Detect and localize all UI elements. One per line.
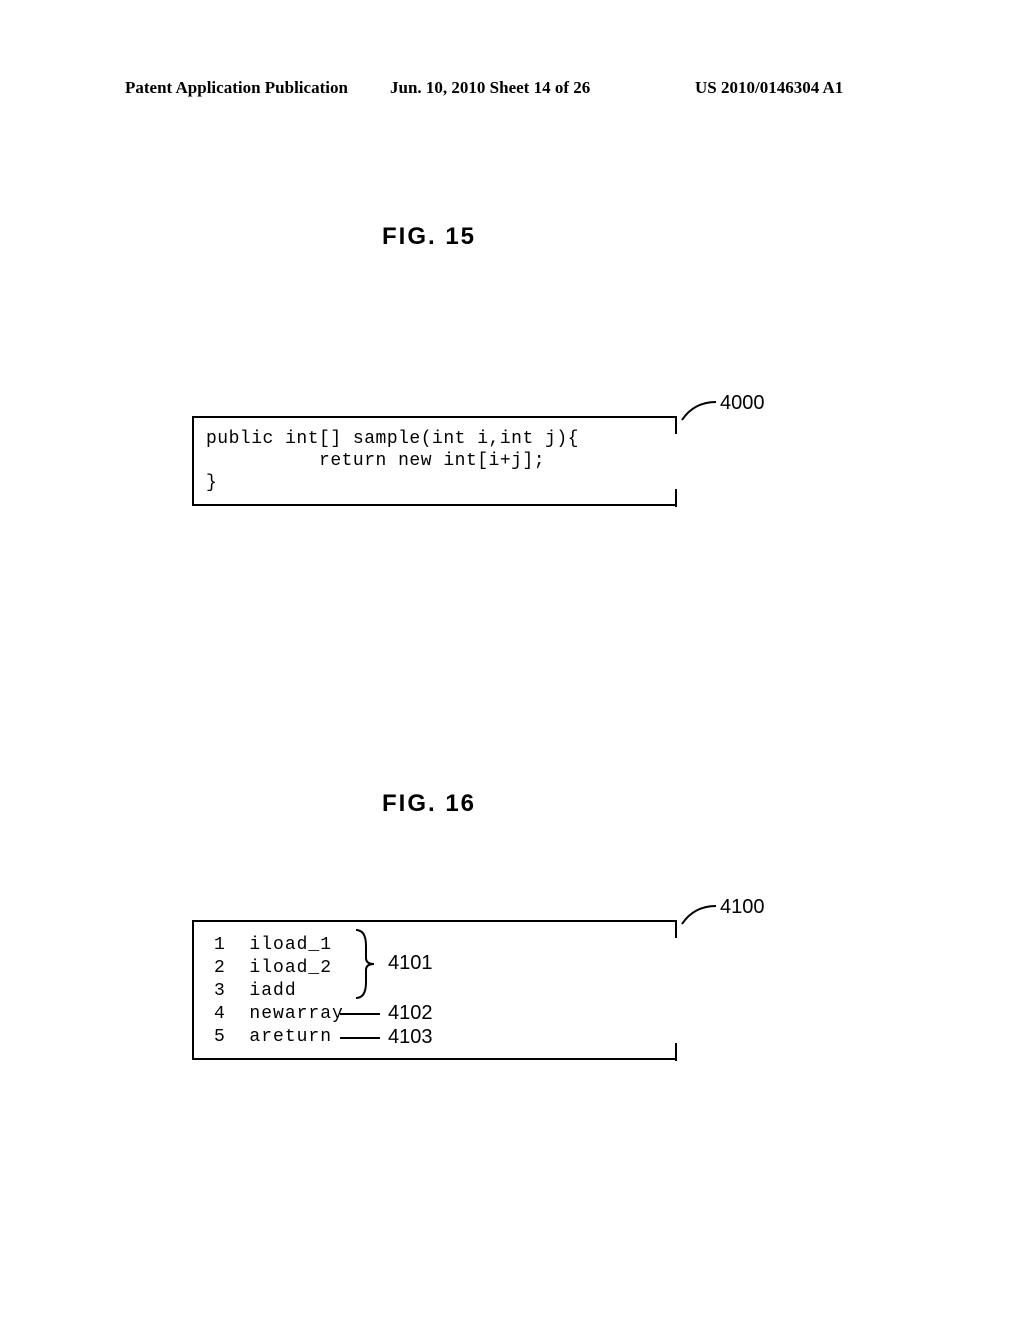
box-corner-icon [675,416,677,434]
header-pubnumber: US 2010/0146304 A1 [695,78,843,98]
ref-label-4102: 4102 [388,1002,433,1025]
code-line: } [206,472,665,494]
ref-label-4000: 4000 [720,392,765,415]
bytecode-row: 5 areturn [214,1026,657,1049]
box-corner-icon [675,1043,677,1061]
ref-label-4101: 4101 [388,952,433,975]
code-box-4100: 1 iload_1 2 iload_2 3 iadd 4 newarray 5 … [192,920,677,1060]
leader-4102-icon [340,1013,380,1015]
code-line: public int[] sample(int i,int j){ [206,428,665,450]
bytecode-row: 3 iadd [214,980,657,1003]
header-date-sheet: Jun. 10, 2010 Sheet 14 of 26 [390,78,590,98]
leader-4100-icon [680,902,708,924]
figure-15-title: FIG. 15 [382,223,476,251]
leader-4103-icon [340,1037,380,1039]
box-corner-icon [675,489,677,507]
code-line: return new int[i+j]; [206,450,665,472]
ref-label-4103: 4103 [388,1026,433,1049]
bytecode-row: 2 iload_2 [214,957,657,980]
patent-page: Patent Application Publication Jun. 10, … [0,0,1024,1320]
brace-4101-icon [352,928,376,1000]
ref-label-4100: 4100 [720,896,765,919]
header-publication: Patent Application Publication [125,78,348,98]
leader-4000-icon [680,398,708,420]
bytecode-row: 1 iload_1 [214,934,657,957]
bytecode-row: 4 newarray [214,1003,657,1026]
box-corner-icon [675,920,677,938]
figure-16-title: FIG. 16 [382,790,476,818]
code-box-4000: public int[] sample(int i,int j){ return… [192,416,677,506]
